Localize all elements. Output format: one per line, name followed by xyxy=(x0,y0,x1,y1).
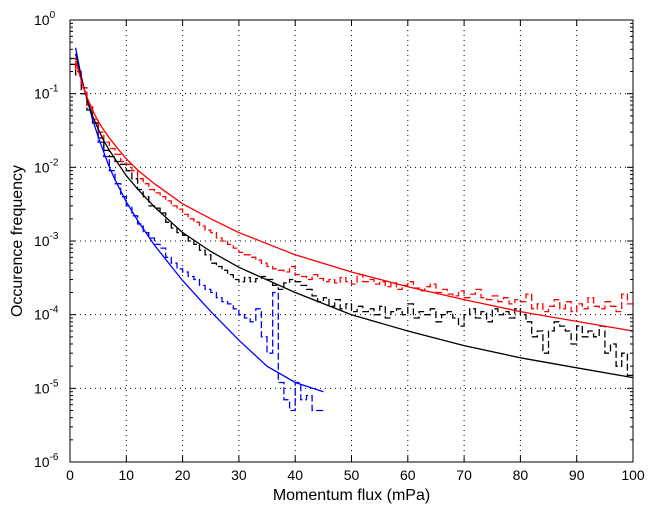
histogram-series xyxy=(70,63,633,377)
tick-labels: 0 10 20 30 40 50 60 70 80 90 10010-610-510-410-310… xyxy=(34,10,645,483)
x-tick-label: 10 xyxy=(119,467,135,483)
y-tick-base: 10 xyxy=(34,307,50,323)
y-tick-label: 10-3 xyxy=(34,231,59,249)
y-tick-label: 10-4 xyxy=(34,305,59,323)
y-tick-label: 100 xyxy=(34,10,56,28)
y-tick-exponent: -1 xyxy=(50,84,59,95)
y-tick-label: 10-1 xyxy=(34,84,59,102)
grid xyxy=(70,20,633,462)
x-tick-label: 0 xyxy=(66,467,74,483)
y-tick-exponent: -4 xyxy=(50,305,59,316)
fit-curve xyxy=(74,53,634,379)
x-tick-label: 60 xyxy=(400,467,416,483)
x-tick-label: 80 xyxy=(513,467,529,483)
histogram-series xyxy=(70,57,633,313)
y-tick-base: 10 xyxy=(34,12,50,28)
y-tick-base: 10 xyxy=(34,159,50,175)
x-tick-label: 40 xyxy=(287,467,303,483)
x-tick-label: 20 xyxy=(175,467,191,483)
x-axis-label: Momentum flux (mPa) xyxy=(273,487,430,504)
y-tick-exponent: 0 xyxy=(50,10,56,21)
y-tick-label: 10-5 xyxy=(34,378,59,396)
x-tick-label: 50 xyxy=(344,467,360,483)
x-tick-label: 30 xyxy=(231,467,247,483)
x-tick-label: 100 xyxy=(621,467,645,483)
y-tick-exponent: -5 xyxy=(50,378,59,389)
y-tick-base: 10 xyxy=(34,380,50,396)
y-tick-base: 10 xyxy=(34,233,50,249)
y-axis-label: Occurence frequency xyxy=(9,165,26,317)
y-tick-exponent: -6 xyxy=(50,452,59,463)
x-tick-label: 90 xyxy=(569,467,585,483)
y-tick-base: 10 xyxy=(34,86,50,102)
y-tick-exponent: -3 xyxy=(50,231,59,242)
y-tick-label: 10-2 xyxy=(34,157,59,175)
ticks xyxy=(69,19,634,463)
series-group xyxy=(70,47,634,412)
fit-curve xyxy=(74,47,324,393)
histogram-series xyxy=(70,57,324,412)
x-tick-label: 70 xyxy=(456,467,472,483)
y-tick-exponent: -2 xyxy=(50,157,59,168)
y-tick-base: 10 xyxy=(34,454,50,470)
y-tick-label: 10-6 xyxy=(34,452,59,470)
fit-curve xyxy=(74,60,634,332)
